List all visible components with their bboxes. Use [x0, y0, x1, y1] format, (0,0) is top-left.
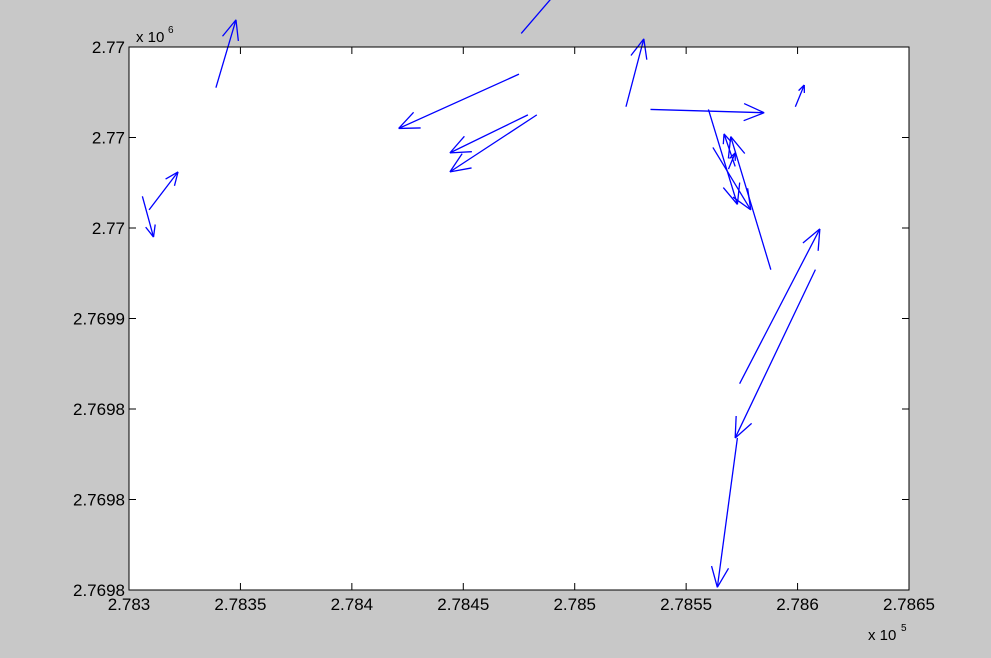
arrow-head-barb	[734, 422, 753, 439]
arrow-head-barb	[716, 568, 730, 588]
quiver-arrows	[141, 0, 821, 588]
arrow-head-barb	[449, 153, 463, 173]
quiver-arrow	[215, 19, 240, 88]
x-tick-label: 2.7835	[214, 595, 266, 614]
arrow-shaft	[148, 171, 179, 211]
quiver-arrow	[398, 73, 520, 130]
y-tick-label: 2.7698	[73, 581, 125, 600]
arrow-head-barb	[729, 152, 736, 159]
arrow-shaft	[398, 73, 520, 130]
x-exponent: 5	[901, 623, 907, 634]
x-tick-label: 2.7855	[660, 595, 712, 614]
quiver-arrow	[739, 228, 821, 384]
arrow-shaft	[727, 152, 736, 170]
y-tick-label: 2.7699	[73, 310, 125, 329]
arrow-head-barb	[449, 151, 472, 154]
quiver-arrow	[449, 114, 538, 173]
arrow-head-barb	[449, 167, 472, 173]
x-tick-label: 2.784	[331, 595, 374, 614]
arrow-shaft	[625, 38, 645, 107]
x-tick-label: 2.785	[553, 595, 596, 614]
y-axis: 2.7698 2.7698 2.7698 2.7699 2.77 2.77 2.77	[73, 38, 909, 600]
arrow-shaft	[712, 147, 752, 211]
arrow-shaft	[141, 196, 155, 238]
arrow-shaft	[650, 108, 765, 114]
y-tick-label: 2.7698	[73, 400, 125, 419]
arrow-shaft	[707, 109, 739, 205]
arrow-head-barb	[746, 188, 752, 210]
arrow-head-barb	[398, 111, 415, 129]
arrow-head-barb	[643, 38, 648, 60]
quiver-arrow	[722, 133, 736, 167]
y-tick-label: 2.77	[92, 38, 125, 57]
arrow-head-barb	[710, 565, 718, 588]
arrow-shaft	[716, 437, 739, 588]
arrow-shaft	[520, 0, 551, 34]
arrow-head-barb	[734, 415, 737, 438]
arrow-shaft	[730, 136, 772, 270]
y-tick-label: 2.77	[92, 129, 125, 148]
arrow-head-barb	[802, 228, 821, 244]
arrow-shaft	[734, 269, 816, 439]
arrow-head-barb	[152, 224, 156, 238]
quiver-arrow	[449, 114, 529, 154]
arrow-head-barb	[722, 133, 725, 145]
axes-area	[129, 47, 909, 590]
quiver-arrow	[710, 437, 739, 588]
arrow-head-barb	[145, 226, 155, 238]
x-tick-label: 2.786	[776, 595, 819, 614]
arrow-head-barb	[165, 171, 179, 180]
y-exponent-label: x 10	[136, 29, 164, 46]
arrow-head-barb	[730, 136, 746, 154]
x-tick-label: 2.7845	[437, 595, 489, 614]
arrow-head-barb	[398, 127, 421, 130]
arrow-shaft	[723, 133, 736, 167]
arrow-head-barb	[722, 187, 738, 205]
arrow-head-barb	[449, 135, 465, 154]
quiver-arrow	[727, 152, 736, 170]
arrow-head-barb	[798, 84, 805, 92]
arrow-shaft	[449, 114, 529, 154]
quiver-arrow	[650, 102, 765, 122]
x-tick-label: 2.7865	[883, 595, 935, 614]
arrow-shaft	[794, 84, 805, 107]
arrow-shaft	[215, 19, 237, 88]
y-exponent: 6	[168, 25, 174, 36]
quiver-arrow	[794, 84, 805, 107]
x-tick-label: 2.783	[108, 595, 151, 614]
quiver-arrow	[141, 196, 156, 238]
arrow-head-barb	[743, 112, 765, 122]
x-exponent-label: x 10	[868, 627, 896, 644]
arrow-shaft	[449, 114, 538, 173]
arrow-head-barb	[221, 19, 237, 37]
arrow-head-barb	[173, 171, 179, 186]
y-tick-label: 2.77	[92, 219, 125, 238]
arrow-head-barb	[235, 19, 240, 42]
arrow-head-barb	[732, 196, 752, 211]
x-axis: 2.783 2.7835 2.784 2.7845 2.785 2.7855 2.786 2.…	[108, 47, 935, 614]
quiver-arrow	[734, 269, 816, 439]
quiver-arrow	[148, 171, 179, 211]
y-tick-label: 2.7698	[73, 491, 125, 510]
arrow-head-barb	[817, 228, 821, 251]
quiver-arrow	[520, 0, 551, 34]
arrow-head-barb	[723, 133, 732, 143]
arrow-shaft	[739, 228, 821, 384]
quiver-arrow	[712, 147, 752, 211]
arrow-head-barb	[743, 102, 765, 114]
